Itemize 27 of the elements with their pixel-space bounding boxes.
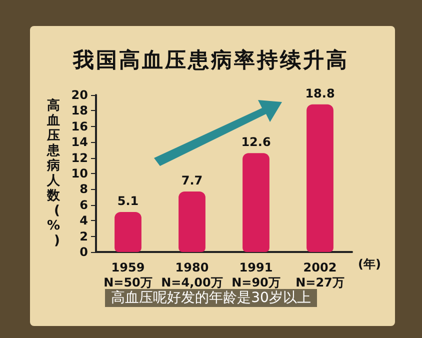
y-tick-label: 12: [71, 150, 88, 165]
data-label: 18.8: [305, 86, 335, 100]
x-tick-label: 1980 N=4,00万: [161, 260, 223, 290]
x-tick-label: 2002 N=27万: [296, 260, 344, 290]
text: 高血压患病人数(%): [46, 98, 60, 248]
y-tick-label: 8: [80, 182, 88, 196]
x-tick-label: 1959 N=50万: [104, 260, 152, 290]
bar: [242, 153, 270, 252]
y-tick-label: 6: [80, 198, 88, 212]
data-label: 12.6: [241, 135, 271, 150]
bar: [306, 104, 334, 252]
text: 高血压呢好发的年龄是30岁以上: [105, 289, 317, 307]
data-label: 5.1: [117, 194, 139, 208]
bar: [178, 192, 206, 252]
data-label: 7.7: [181, 174, 203, 188]
y-tick-label: 10: [71, 166, 88, 180]
y-tick-label: 18: [71, 104, 88, 118]
y-tick-label: 4: [80, 214, 88, 228]
y-tick-label: 0: [80, 245, 88, 259]
x-tick-label: 1991 N=90万: [232, 260, 280, 290]
y-tick-label: 2: [80, 229, 88, 244]
x-axis-title: (年): [358, 257, 381, 271]
chart-title: 我国高血压患病率持续升高: [72, 47, 350, 74]
bar: [114, 212, 142, 252]
y-tick-label: 14: [71, 135, 88, 150]
y-tick-label: 16: [71, 119, 88, 134]
y-tick-label: 20: [71, 88, 88, 102]
